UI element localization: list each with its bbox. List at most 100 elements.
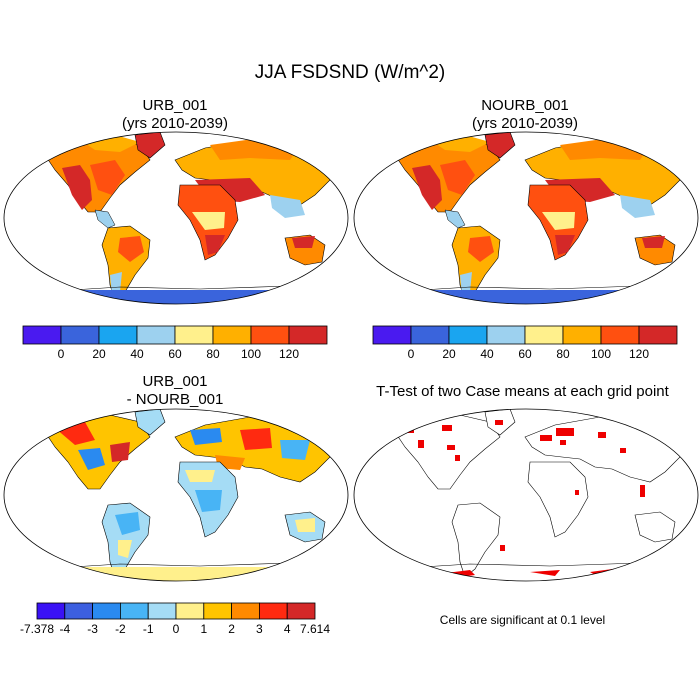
p3-colorbar-tick-label-0: -7.378	[20, 622, 54, 636]
p3-colorbar-swatch-1	[64, 602, 94, 620]
p1-asia-south	[270, 195, 305, 218]
p4-north-america	[394, 414, 501, 490]
p1-south-america	[101, 225, 151, 301]
p2-colorbar-swatch-3	[486, 325, 526, 345]
p3-africa-yellow	[185, 470, 215, 482]
p3-sa-blue	[115, 512, 140, 535]
p2-colorbar-swatch-2	[448, 325, 488, 345]
p2-south-america	[451, 225, 501, 301]
p2-antarctica	[354, 290, 698, 304]
p2-colorbar-swatch-1	[410, 325, 450, 345]
panel2-map	[354, 132, 698, 304]
p1-colorbar-tick-label-4: 80	[206, 347, 220, 361]
p3-colorbar-tick-label-2: -3	[87, 622, 98, 636]
p1-australia-north	[292, 236, 315, 248]
p3-colorbar-tick-label-5: 0	[173, 622, 180, 636]
p3-colorbar-tick-label-3: -2	[115, 622, 126, 636]
p3-sa-yellow	[118, 540, 132, 558]
p2-africa-central	[542, 212, 575, 230]
p2-colorbar-swatch-7	[638, 325, 678, 345]
panel1-colorbar: 0 20 40 60 80 100 120	[22, 325, 328, 361]
p2-colorbar-swatch-4	[524, 325, 564, 345]
p1-colorbar-swatch-7	[288, 325, 328, 345]
p1-colorbar-tick-label-0: 0	[58, 347, 65, 361]
p1-antarctica	[4, 290, 348, 304]
p3-colorbar-tick-label-1: -4	[59, 622, 70, 636]
p3-colorbar-swatch-8	[258, 602, 288, 620]
p2-central-america	[444, 209, 466, 229]
p3-colorbar-tick-label-10: 7.614	[300, 622, 330, 636]
p2-na-central	[440, 160, 475, 195]
p3-colorbar-swatch-7	[231, 602, 260, 620]
panel1-map	[4, 132, 348, 304]
panel1-title: URB_001 (yrs 2010-2039)	[75, 97, 275, 133]
p1-sa-hot	[118, 236, 144, 262]
p1-colorbar-swatch-1	[60, 325, 100, 345]
p2-colorbar-swatch-5	[562, 325, 602, 345]
p4-south-america	[451, 502, 501, 578]
p2-colorbar-tick-label-0: 0	[408, 347, 415, 361]
p3-africa-blue	[195, 490, 222, 512]
p1-na-west-hot	[62, 165, 92, 210]
p1-colorbar-swatch-0	[22, 325, 62, 345]
p3-colorbar-tick-label-7: 2	[228, 622, 235, 636]
p1-colorbar-swatch-3	[136, 325, 176, 345]
panel3-title-line2: - NOURB_001	[126, 391, 224, 408]
p2-sa-south	[460, 272, 472, 295]
p1-colorbar-swatch-2	[98, 325, 138, 345]
p1-colorbar-tick-label-6: 120	[279, 347, 299, 361]
p1-na-central	[90, 160, 125, 195]
panel2-title-line1: NOURB_001	[481, 97, 569, 114]
p2-colorbar-tick-label-2: 40	[480, 347, 494, 361]
p3-australia-yellow	[295, 518, 315, 532]
p1-africa-central	[192, 212, 225, 230]
significance-note: Cells are significant at 0.1 level	[439, 613, 606, 627]
p3-colorbar-swatch-3	[120, 602, 149, 620]
p2-australia-north	[642, 236, 665, 248]
p2-colorbar-tick-label-1: 20	[442, 347, 456, 361]
p1-colorbar-swatch-5	[212, 325, 252, 345]
panel3-map	[4, 409, 348, 581]
p3-antarctica	[4, 567, 348, 581]
p2-colorbar-swatch-6	[600, 325, 640, 345]
main-title: JJA FSDSND (W/m^2)	[254, 62, 446, 83]
p1-colorbar-swatch-6	[250, 325, 290, 345]
p2-colorbar-tick-label-4: 80	[556, 347, 570, 361]
p2-colorbar-swatch-0	[372, 325, 412, 345]
p3-na-east	[110, 442, 130, 462]
p1-sa-south	[110, 272, 122, 295]
p3-colorbar-swatch-9	[286, 602, 316, 620]
p3-colorbar-tick-label-6: 1	[200, 622, 207, 636]
p1-colorbar-tick-label-2: 40	[130, 347, 144, 361]
panel1-title-line2: (yrs 2010-2039)	[122, 115, 228, 132]
p1-colorbar-tick-label-5: 100	[241, 347, 261, 361]
panel3-colorbar: -7.378 -4 -3 -2 -1 0 1 2 3 4 7.614	[20, 602, 330, 636]
p3-colorbar-swatch-4	[147, 602, 177, 620]
panel2-title: NOURB_001 (yrs 2010-2039)	[425, 97, 625, 133]
p3-colorbar-tick-label-9: 4	[284, 622, 291, 636]
p3-colorbar-tick-label-8: 3	[256, 622, 263, 636]
panel3-title: URB_001 - NOURB_001	[75, 373, 275, 409]
p1-central-america	[94, 209, 116, 229]
p2-sa-hot	[468, 236, 494, 262]
panel2-title-line2: (yrs 2010-2039)	[472, 115, 578, 132]
p3-asia-red	[240, 428, 272, 450]
panel4-map	[389, 409, 686, 580]
p1-africa-south	[205, 235, 225, 255]
p3-eu-blue	[190, 428, 222, 445]
p4-australia	[634, 511, 676, 543]
p3-na-blue	[78, 448, 105, 470]
p3-colorbar-swatch-5	[175, 602, 205, 620]
p1-colorbar-tick-label-3: 60	[168, 347, 182, 361]
p2-na-west-hot	[412, 165, 442, 210]
p2-africa-south	[555, 235, 575, 255]
p3-asia-blue	[280, 440, 310, 460]
p3-colorbar-tick-label-4: -1	[143, 622, 154, 636]
panel1-title-line1: URB_001	[142, 97, 208, 114]
p3-colorbar-swatch-2	[92, 602, 121, 620]
panel3-title-line1: URB_001	[142, 373, 208, 390]
p3-colorbar-swatch-6	[203, 602, 233, 620]
p3-colorbar-swatch-0	[36, 602, 66, 620]
p4-africa	[527, 461, 589, 538]
